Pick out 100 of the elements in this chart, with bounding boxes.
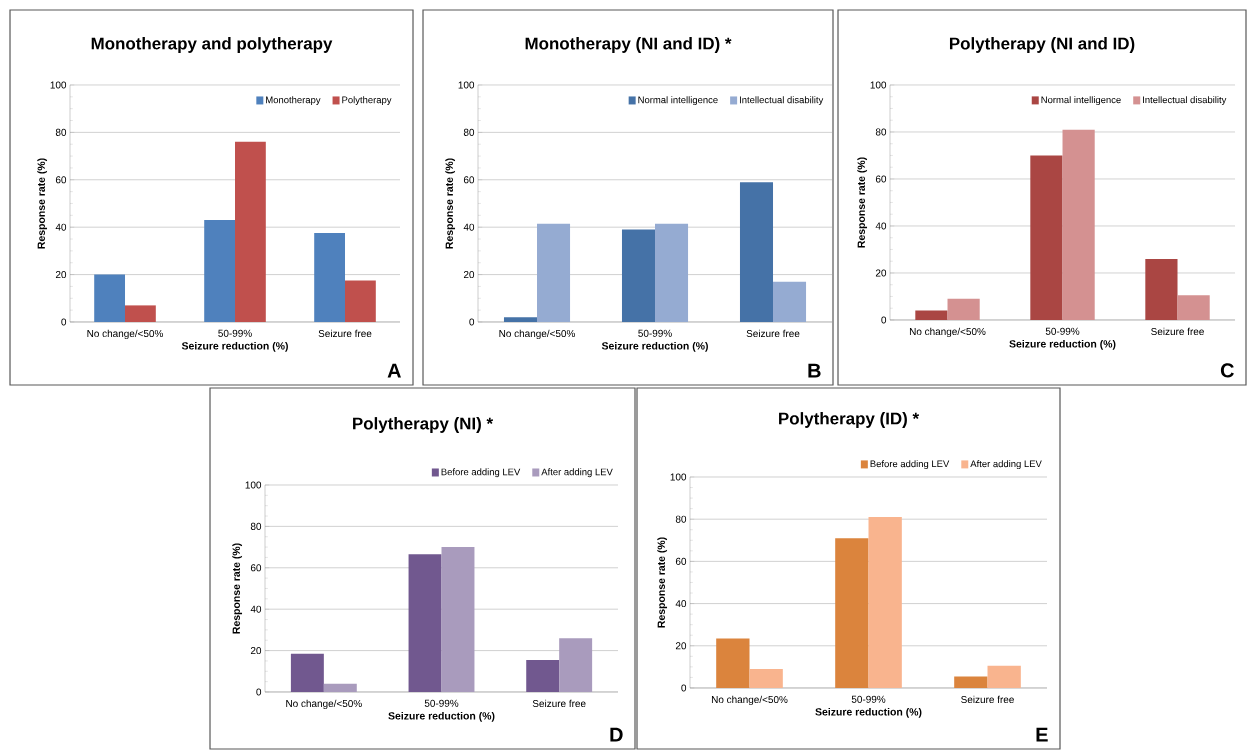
- y-tick-label: 40: [875, 222, 887, 230]
- bar: [314, 233, 346, 322]
- y-tick-label: 60: [55, 176, 67, 184]
- x-axis-title: Seizure reduction (%): [1009, 339, 1116, 350]
- bar: [868, 517, 902, 688]
- x-axis-title: Seizure reduction (%): [181, 341, 288, 352]
- bar: [125, 305, 156, 322]
- legend-label: Before adding LEV: [870, 460, 950, 470]
- bar: [204, 220, 236, 322]
- bar: [621, 229, 656, 322]
- y-tick-label: 20: [250, 647, 262, 655]
- x-tick-label: Seizure free: [1151, 327, 1204, 336]
- x-tick-label: 50-99%: [638, 329, 672, 337]
- y-tick-label: 0: [681, 684, 687, 692]
- y-tick-label: 40: [250, 605, 262, 613]
- y-tick-label: 0: [61, 318, 67, 326]
- bar: [235, 141, 266, 322]
- y-tick-label: 80: [875, 128, 887, 136]
- y-tick-label: 60: [875, 175, 887, 183]
- bar: [716, 638, 750, 688]
- y-tick-label: 0: [881, 316, 887, 324]
- y-tick-label: 100: [670, 473, 687, 481]
- y-tick-label: 100: [245, 481, 262, 489]
- bar: [559, 638, 593, 692]
- y-tick-label: 100: [458, 81, 475, 89]
- legend-label: Intellectual disability: [739, 96, 824, 106]
- x-tick-label: 50-99%: [851, 695, 886, 703]
- y-tick-label: 60: [250, 564, 262, 572]
- bar: [290, 653, 324, 692]
- x-tick-label: Seizure free: [532, 699, 586, 708]
- bar: [94, 274, 126, 322]
- y-tick-label: 20: [675, 642, 687, 650]
- x-tick-label: Seizure free: [318, 329, 372, 338]
- x-tick-label: No change/<50%: [711, 695, 788, 706]
- y-axis-title: Response rate (%): [857, 157, 868, 248]
- y-tick-label: 40: [675, 600, 687, 608]
- bar: [323, 683, 357, 692]
- y-tick-label: 80: [463, 128, 475, 136]
- chart-title: Monotherapy and polytherapy: [91, 37, 333, 53]
- x-tick-label: 50-99%: [1045, 327, 1080, 335]
- text: B: [808, 363, 821, 378]
- chart-title: Monotherapy (NI and ID) *: [525, 37, 732, 53]
- bar: [947, 298, 980, 320]
- x-tick-label: Seizure free: [961, 695, 1014, 704]
- x-tick-label: 50-99%: [218, 329, 252, 337]
- bar: [773, 281, 807, 322]
- bar: [749, 668, 783, 688]
- x-tick-label: Seizure free: [746, 329, 800, 338]
- x-axis-title: Seizure reduction (%): [815, 707, 922, 718]
- y-tick-label: 20: [463, 271, 475, 279]
- bar: [1145, 258, 1178, 320]
- bar: [526, 659, 560, 692]
- x-tick-label: No change/<50%: [286, 699, 362, 710]
- bar: [503, 317, 538, 322]
- y-axis-title: Response rate (%): [232, 543, 243, 634]
- bar: [954, 676, 988, 688]
- y-tick-label: 80: [55, 128, 67, 136]
- bar: [739, 182, 774, 322]
- y-tick-label: 40: [55, 223, 67, 231]
- y-tick-label: 20: [875, 269, 887, 277]
- x-tick-label: No change/<50%: [909, 327, 986, 338]
- bar: [835, 538, 869, 688]
- y-tick-label: 40: [463, 223, 475, 231]
- chart-title: Polytherapy (NI and ID): [949, 37, 1135, 53]
- legend-label: Intellectual disability: [1143, 96, 1227, 106]
- bar: [1062, 129, 1095, 320]
- legend-label: After adding LEV: [970, 460, 1042, 470]
- legend-label: After adding LEV: [541, 468, 613, 478]
- text: D: [610, 727, 623, 742]
- bar: [1177, 295, 1210, 320]
- bar: [987, 665, 1021, 688]
- x-axis-title: Seizure reduction (%): [388, 711, 495, 722]
- y-tick-label: 100: [50, 81, 67, 89]
- y-tick-label: 20: [55, 271, 67, 279]
- y-tick-label: 0: [469, 318, 475, 326]
- x-tick-label: No change/<50%: [499, 329, 576, 340]
- y-axis-title: Response rate (%): [37, 158, 48, 249]
- y-tick-label: 60: [675, 557, 687, 565]
- bar: [408, 554, 442, 692]
- text: C: [1220, 363, 1234, 378]
- y-axis-title: Response rate (%): [445, 158, 456, 249]
- legend-label: Normal intelligence: [1041, 96, 1121, 106]
- chart-title: Polytherapy (ID) *: [779, 412, 920, 428]
- bar: [1030, 155, 1063, 320]
- legend-label: Polytherapy: [342, 96, 392, 106]
- y-tick-label: 80: [250, 522, 262, 530]
- x-tick-label: 50-99%: [424, 699, 459, 707]
- bar: [441, 547, 475, 692]
- legend-label: Before adding LEV: [441, 468, 521, 478]
- x-axis-title: Seizure reduction (%): [601, 341, 708, 352]
- x-tick-label: No change/<50%: [87, 329, 163, 340]
- y-tick-label: 60: [463, 176, 475, 184]
- bar: [915, 310, 948, 320]
- bar: [655, 223, 689, 322]
- chart-title: Polytherapy (NI) *: [353, 417, 494, 433]
- text: A: [387, 363, 401, 378]
- bar: [345, 280, 376, 322]
- bar: [537, 223, 571, 322]
- y-tick-label: 100: [870, 81, 887, 89]
- y-axis-title: Response rate (%): [657, 537, 668, 628]
